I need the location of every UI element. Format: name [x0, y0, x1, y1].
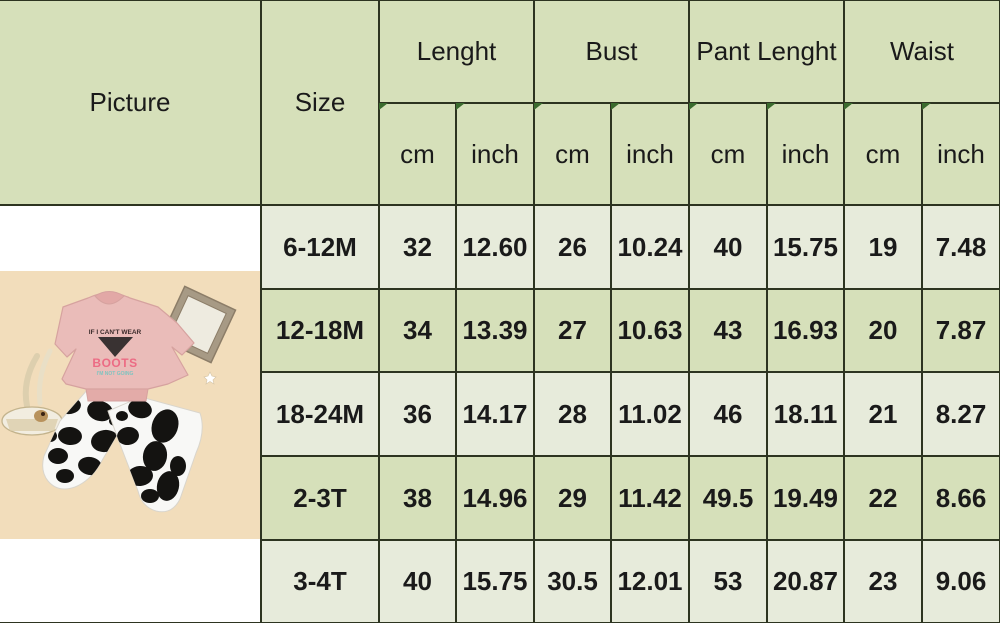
svg-text:I'M NOT GOING: I'M NOT GOING — [97, 371, 134, 377]
svg-text:IF I CAN'T WEAR: IF I CAN'T WEAR — [89, 329, 142, 336]
svg-text:BOOTS: BOOTS — [92, 356, 137, 370]
